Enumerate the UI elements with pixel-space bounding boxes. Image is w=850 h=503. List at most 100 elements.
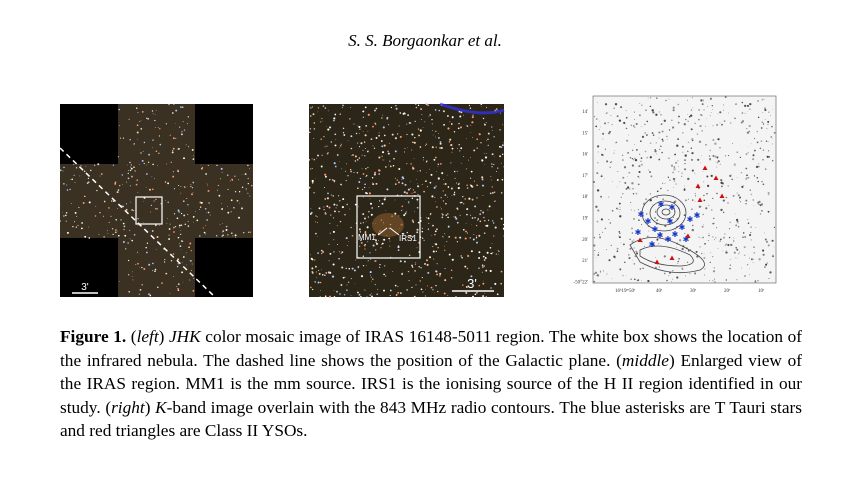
star (172, 175, 175, 178)
asterisk: ✱ (638, 210, 645, 219)
star (185, 144, 187, 146)
star (450, 187, 453, 190)
caption-run: right (111, 397, 145, 417)
star (642, 215, 644, 217)
star (397, 286, 399, 287)
star (364, 217, 366, 220)
star (474, 205, 477, 208)
star (153, 200, 155, 202)
star (691, 169, 694, 172)
star (757, 201, 760, 204)
star (758, 163, 760, 165)
star (63, 166, 65, 169)
star (100, 173, 103, 175)
star (74, 221, 75, 223)
star (159, 143, 162, 146)
star (410, 163, 412, 165)
star (136, 124, 139, 127)
star (442, 200, 445, 202)
star (155, 198, 157, 201)
star (216, 164, 218, 167)
star (480, 209, 482, 212)
star (443, 292, 446, 295)
panel-edge (439, 102, 505, 115)
star (733, 237, 735, 239)
star (626, 139, 629, 142)
star (112, 164, 115, 166)
star (428, 115, 430, 117)
star (357, 266, 360, 268)
star (191, 148, 194, 151)
star (122, 183, 124, 185)
star (486, 251, 489, 254)
star (368, 211, 370, 213)
star (481, 184, 485, 187)
star (626, 186, 630, 189)
star (372, 145, 374, 147)
star (193, 277, 195, 279)
star (338, 257, 340, 260)
star (374, 109, 376, 112)
star (631, 182, 634, 185)
star (600, 195, 603, 198)
star (737, 194, 740, 197)
star (499, 112, 501, 114)
star (385, 210, 386, 212)
star (486, 153, 487, 154)
star (325, 126, 327, 127)
star (148, 263, 151, 266)
star (443, 183, 445, 185)
star (338, 251, 340, 253)
star (737, 225, 740, 228)
star (595, 257, 597, 258)
star (496, 293, 499, 296)
star (155, 249, 157, 250)
star (712, 125, 714, 127)
star (632, 159, 635, 161)
star (418, 265, 420, 268)
star (174, 122, 176, 124)
star (121, 174, 124, 176)
star (330, 127, 332, 129)
star (482, 117, 485, 120)
star (348, 241, 350, 243)
star (384, 134, 386, 137)
star (494, 282, 497, 285)
star (140, 128, 143, 130)
star (374, 171, 377, 174)
star (638, 165, 641, 168)
star (611, 277, 613, 279)
star (394, 137, 397, 140)
star (490, 252, 493, 255)
star (616, 208, 619, 210)
star (217, 189, 218, 191)
star (118, 184, 121, 187)
star (661, 151, 663, 154)
star (493, 163, 495, 165)
star (601, 231, 603, 233)
star (173, 213, 176, 215)
star (611, 124, 613, 126)
star (317, 281, 320, 284)
star (350, 147, 353, 150)
star (203, 231, 206, 234)
star (733, 163, 736, 166)
star (398, 125, 400, 127)
star (595, 125, 598, 128)
star (667, 189, 669, 192)
star (736, 279, 738, 281)
star (481, 106, 482, 107)
star (606, 273, 608, 275)
star (430, 173, 433, 176)
star (422, 291, 424, 293)
star (374, 234, 376, 236)
star (487, 132, 490, 135)
star (660, 123, 663, 126)
star (434, 109, 437, 111)
star (357, 142, 359, 144)
star (431, 195, 434, 198)
star (753, 205, 754, 207)
star (319, 281, 322, 284)
star (439, 142, 442, 145)
star (401, 205, 404, 208)
